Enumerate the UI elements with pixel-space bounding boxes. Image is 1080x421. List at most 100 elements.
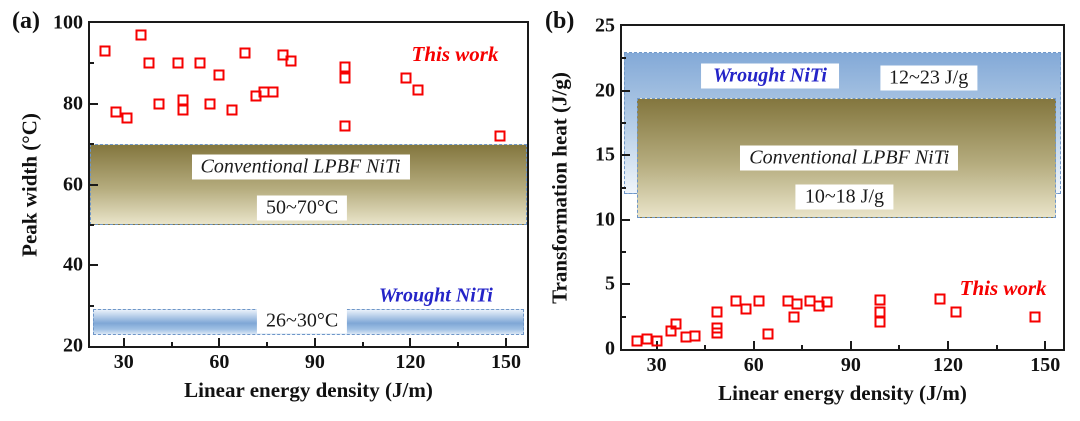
y-tick-label: 25 xyxy=(595,14,615,37)
data-point xyxy=(213,69,225,81)
wrought-range-label: 12~23 J/g xyxy=(880,65,978,91)
y-major-tick xyxy=(622,283,630,286)
y-tick-label: 5 xyxy=(605,272,615,295)
data-point xyxy=(1029,311,1041,323)
y-axis-title-a: Peak width (°C) xyxy=(17,112,42,257)
y-tick-label: 20 xyxy=(595,79,615,102)
x-major-tick xyxy=(752,341,755,349)
y-tick-label: 100 xyxy=(53,11,83,34)
plot-area-a: 30 60 90 120 150 20 40 60 80 100 This work Conventi… xyxy=(53,12,529,373)
data-point xyxy=(874,316,886,328)
x-major-tick xyxy=(313,338,316,346)
data-point xyxy=(740,303,752,315)
y-major-tick xyxy=(90,183,98,186)
x-tick-label: 60 xyxy=(743,354,764,376)
data-point xyxy=(689,330,701,342)
conventional-lpbf-label: Conventional LPBF NiTi xyxy=(740,145,959,171)
x-major-tick xyxy=(1044,341,1047,349)
y-tick-label: 60 xyxy=(63,173,83,195)
data-point xyxy=(153,98,165,110)
x-axis-title-a: Linear energy density (J/m) xyxy=(184,378,433,402)
y-minor-tick xyxy=(90,143,94,146)
data-point xyxy=(400,72,412,84)
data-point xyxy=(670,318,682,330)
y-minor-tick xyxy=(622,251,626,254)
y-major-tick xyxy=(622,154,630,157)
data-point xyxy=(791,298,803,310)
x-major-tick xyxy=(947,341,950,349)
data-point xyxy=(143,57,155,69)
x-major-tick xyxy=(504,338,507,346)
y-major-tick xyxy=(622,89,630,92)
data-point xyxy=(267,86,279,98)
data-point xyxy=(934,293,946,305)
x-major-tick xyxy=(409,338,412,346)
wrought-niti-label: Wrought NiTi xyxy=(701,63,839,89)
y-minor-tick xyxy=(622,315,626,318)
panel-label-a: (a) xyxy=(12,8,40,34)
data-point xyxy=(412,84,424,96)
data-point xyxy=(821,296,833,308)
data-point xyxy=(194,57,206,69)
y-minor-tick xyxy=(622,57,626,60)
x-minor-tick xyxy=(170,342,173,346)
data-point xyxy=(711,327,723,339)
data-point xyxy=(730,295,742,307)
y-tick-label: 20 xyxy=(63,334,83,357)
data-point xyxy=(950,306,962,318)
panel-a: 30 60 90 120 150 20 40 60 80 100 This work Conventi… xyxy=(12,8,529,402)
data-point xyxy=(277,49,289,61)
x-minor-tick xyxy=(898,345,901,349)
data-point xyxy=(651,335,663,347)
this-work-label: This work xyxy=(411,42,499,67)
y-major-tick xyxy=(90,102,98,105)
data-point xyxy=(177,94,189,106)
data-point xyxy=(121,112,133,124)
data-point xyxy=(339,120,351,132)
y-tick-label: 0 xyxy=(605,337,615,360)
x-minor-tick xyxy=(266,342,269,346)
data-point xyxy=(711,306,723,318)
data-point xyxy=(172,57,184,69)
y-tick-label: 40 xyxy=(63,253,83,276)
x-minor-tick xyxy=(361,342,364,346)
x-tick-label: 90 xyxy=(304,351,325,373)
y-major-tick xyxy=(622,218,630,221)
x-tick-label: 30 xyxy=(646,354,667,376)
x-major-tick xyxy=(218,338,221,346)
data-point xyxy=(226,104,238,116)
data-point xyxy=(239,47,251,59)
data-point xyxy=(285,55,297,67)
wrought-niti-label: Wrought NiTi xyxy=(378,284,493,307)
y-minor-tick xyxy=(622,186,626,189)
x-tick-label: 90 xyxy=(840,354,861,376)
panel-label-b: (b) xyxy=(545,8,575,34)
this-work-label: This work xyxy=(959,276,1047,301)
y-tick-label: 10 xyxy=(595,208,615,231)
x-tick-label: 60 xyxy=(209,351,230,373)
panel-b: 30 60 90 120 150 0 5 10 15 20 25 Wrought NiTi 12~23 … xyxy=(540,0,1080,421)
x-axis-title-b: Linear energy density (J/m) xyxy=(718,381,967,405)
data-point xyxy=(494,130,506,142)
conventional-range-label: 50~70°C xyxy=(257,195,348,220)
y-tick-label: 80 xyxy=(63,92,83,115)
data-point xyxy=(874,306,886,318)
x-tick-label: 120 xyxy=(395,351,426,373)
conventional-lpbf-label: Conventional LPBF NiTi xyxy=(191,154,410,180)
data-point xyxy=(874,294,886,306)
plot-area-b: 30 60 90 120 150 0 5 10 15 20 25 Wrought NiTi 12~23 … xyxy=(595,15,1065,376)
x-minor-tick xyxy=(457,342,460,346)
x-tick-label: 150 xyxy=(490,351,521,373)
x-major-tick xyxy=(122,338,125,346)
y-tick-label: 15 xyxy=(595,143,615,166)
conventional-range-label: 10~18 J/g xyxy=(795,184,894,210)
x-tick-label: 150 xyxy=(1030,354,1061,376)
y-major-tick xyxy=(90,264,98,267)
x-minor-tick xyxy=(704,345,707,349)
data-point xyxy=(135,29,147,41)
data-point xyxy=(177,104,189,116)
y-axis-title-b: Transformation heat (J/g) xyxy=(547,71,572,304)
data-point xyxy=(204,98,216,110)
x-tick-label: 30 xyxy=(113,351,134,373)
